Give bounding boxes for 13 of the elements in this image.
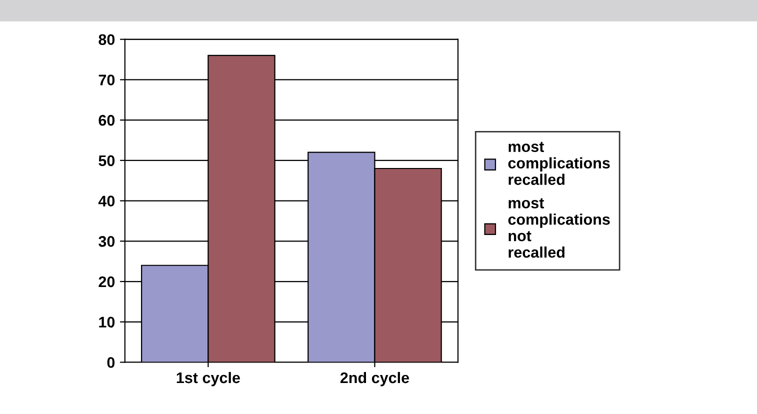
y-tick-label: 60: [98, 114, 115, 126]
y-tick-label: 30: [98, 236, 115, 247]
y-tick-label: 10: [99, 316, 115, 328]
y-tick-label: 80: [98, 34, 115, 46]
y-tick-label: 40: [98, 196, 115, 206]
y-tick-label: 0: [107, 357, 115, 368]
x-tick-label: 2nd cycle: [340, 372, 410, 386]
legend-label: most complications not recalled: [508, 198, 610, 258]
legend-label: most complications recalled: [508, 142, 610, 185]
x-tick-label: 1st cycle: [176, 372, 240, 386]
y-tick-label: 20: [98, 276, 115, 288]
y-tick-label: 50: [98, 155, 115, 166]
y-tick-label: 70: [98, 74, 115, 86]
